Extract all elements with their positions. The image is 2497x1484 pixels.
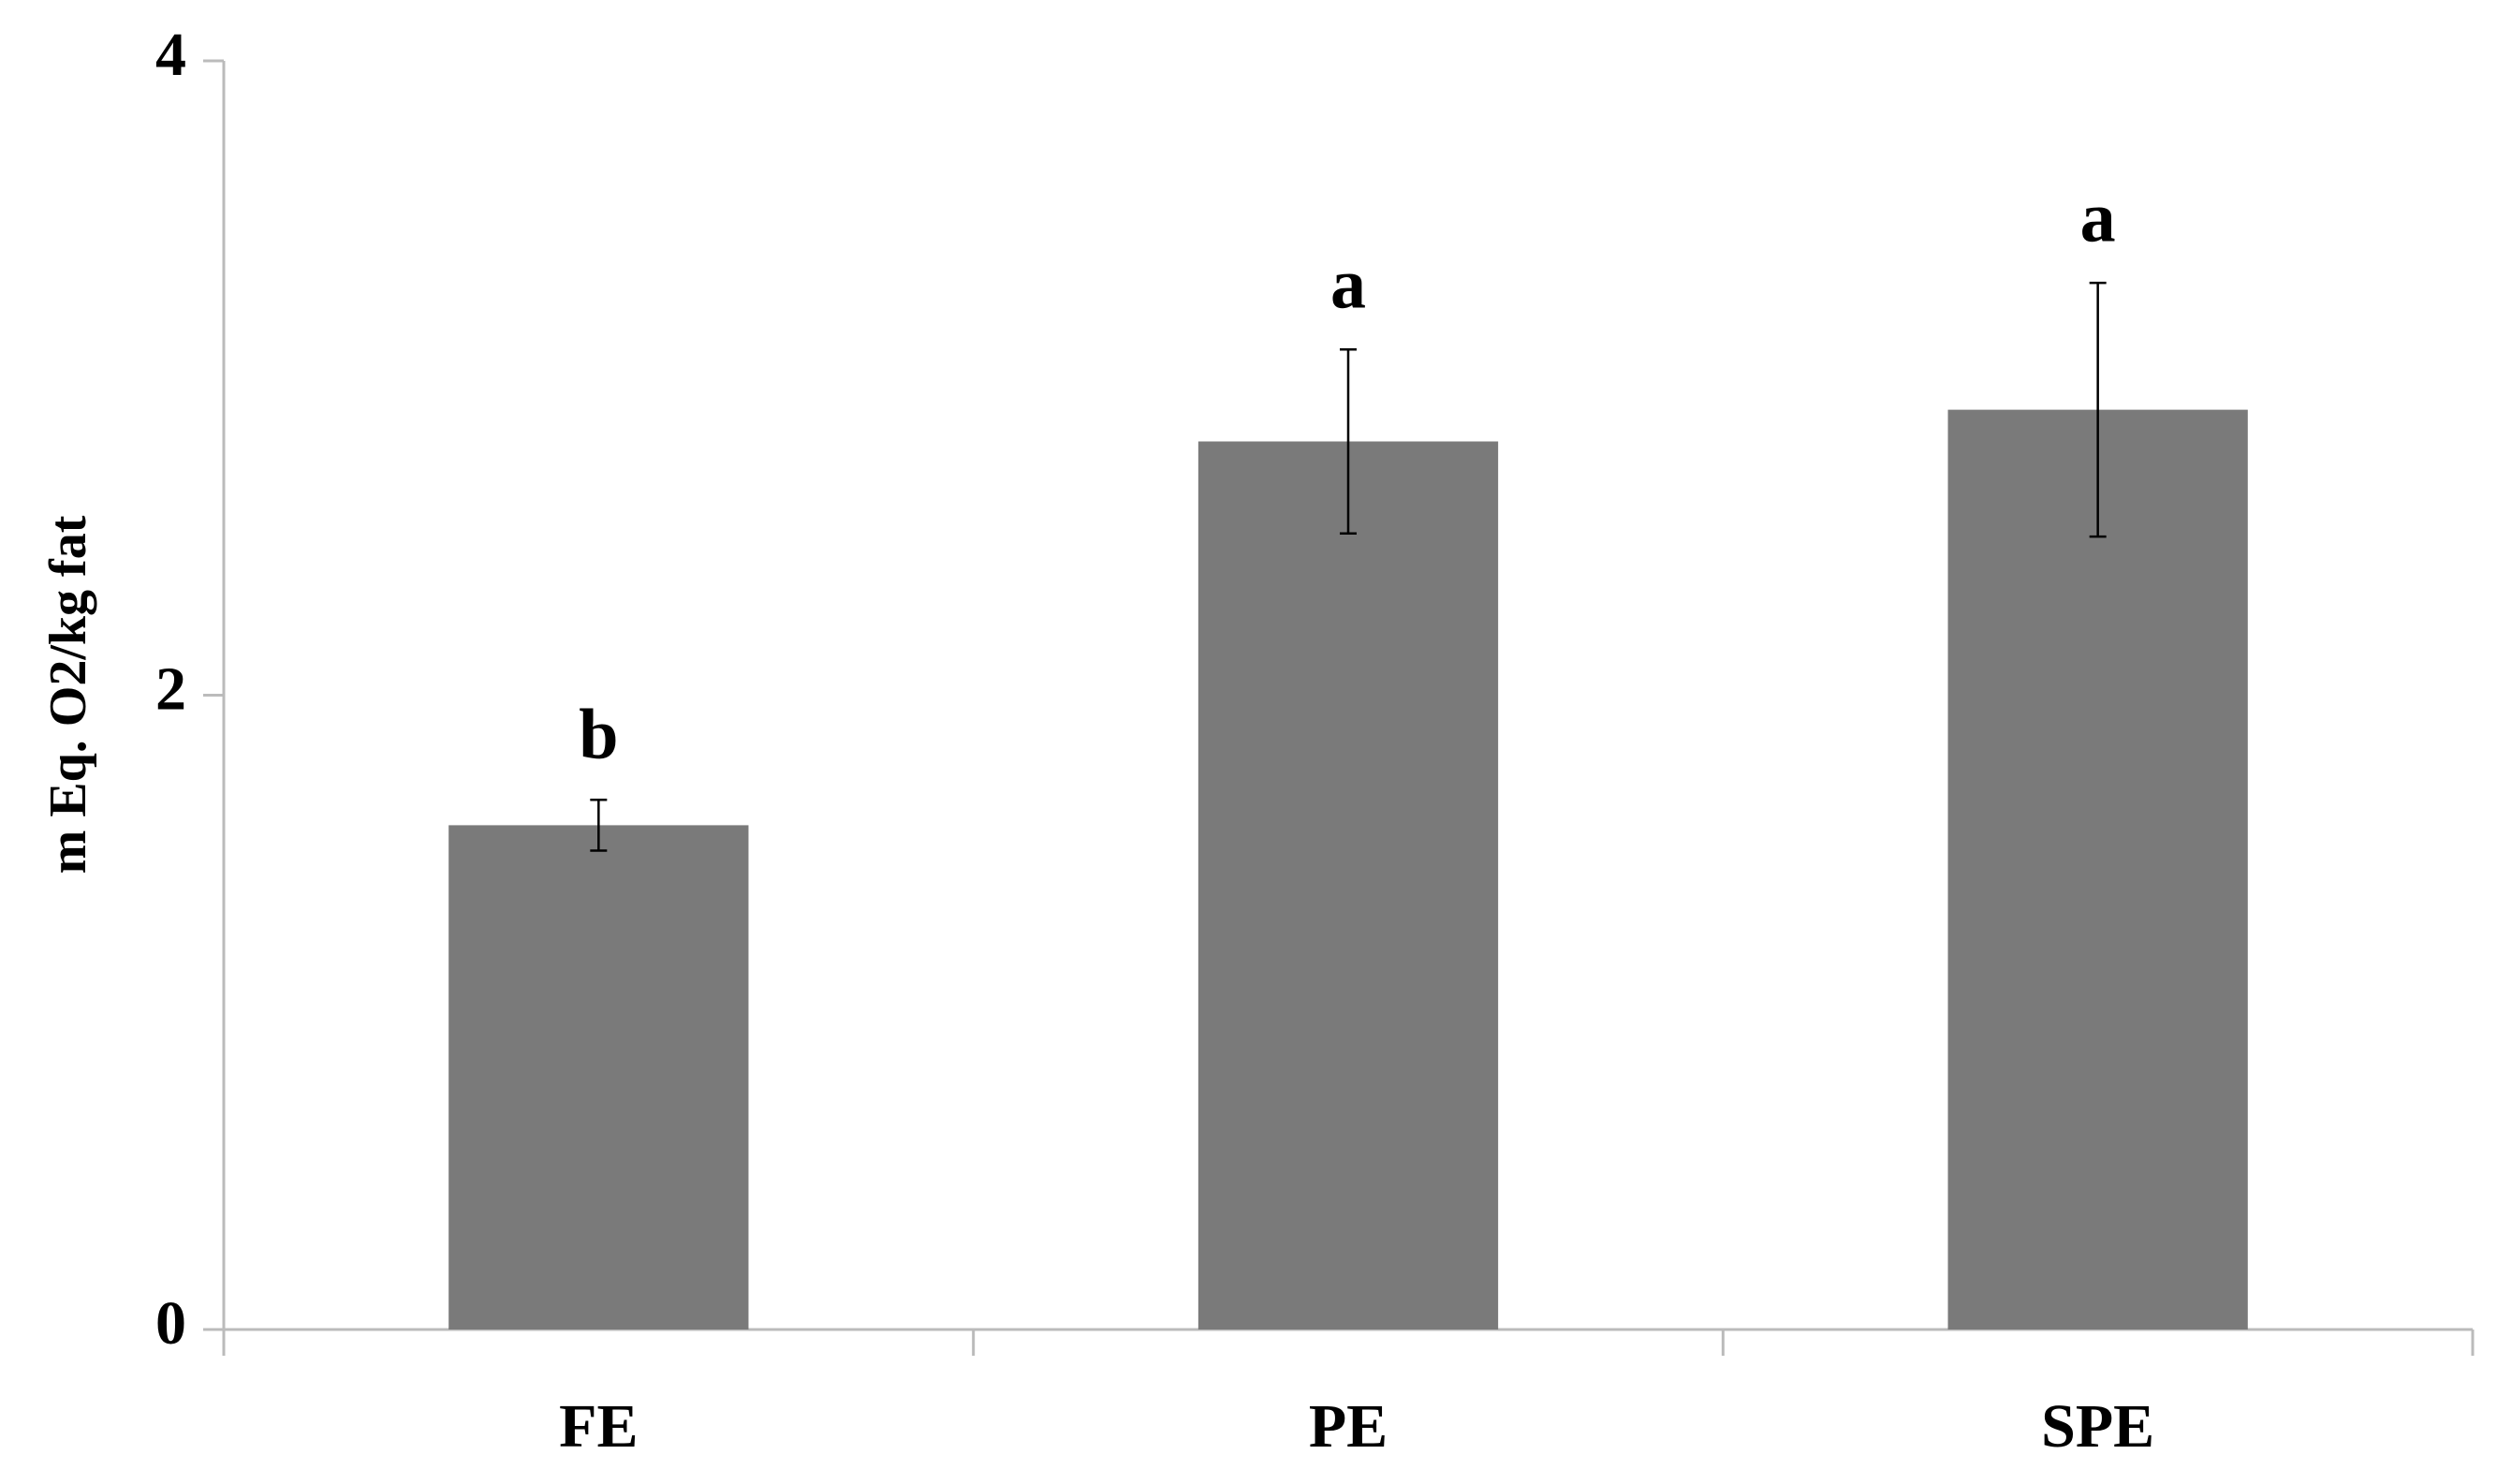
bar (448, 825, 749, 1330)
annotation: a (2080, 179, 2116, 257)
y-axis-label: m Eq. O2/kg fat (39, 515, 97, 874)
bar (1197, 441, 1499, 1330)
x-tick-label: PE (1309, 1392, 1388, 1461)
bar (1947, 409, 2248, 1330)
y-tick-label: 2 (155, 655, 186, 724)
y-tick-label: 0 (155, 1289, 186, 1358)
x-tick-label: SPE (2041, 1392, 2154, 1461)
y-tick-label: 4 (155, 21, 186, 89)
annotation: b (579, 696, 618, 774)
annotation: a (1330, 245, 1366, 324)
x-tick-label: FE (559, 1392, 638, 1461)
